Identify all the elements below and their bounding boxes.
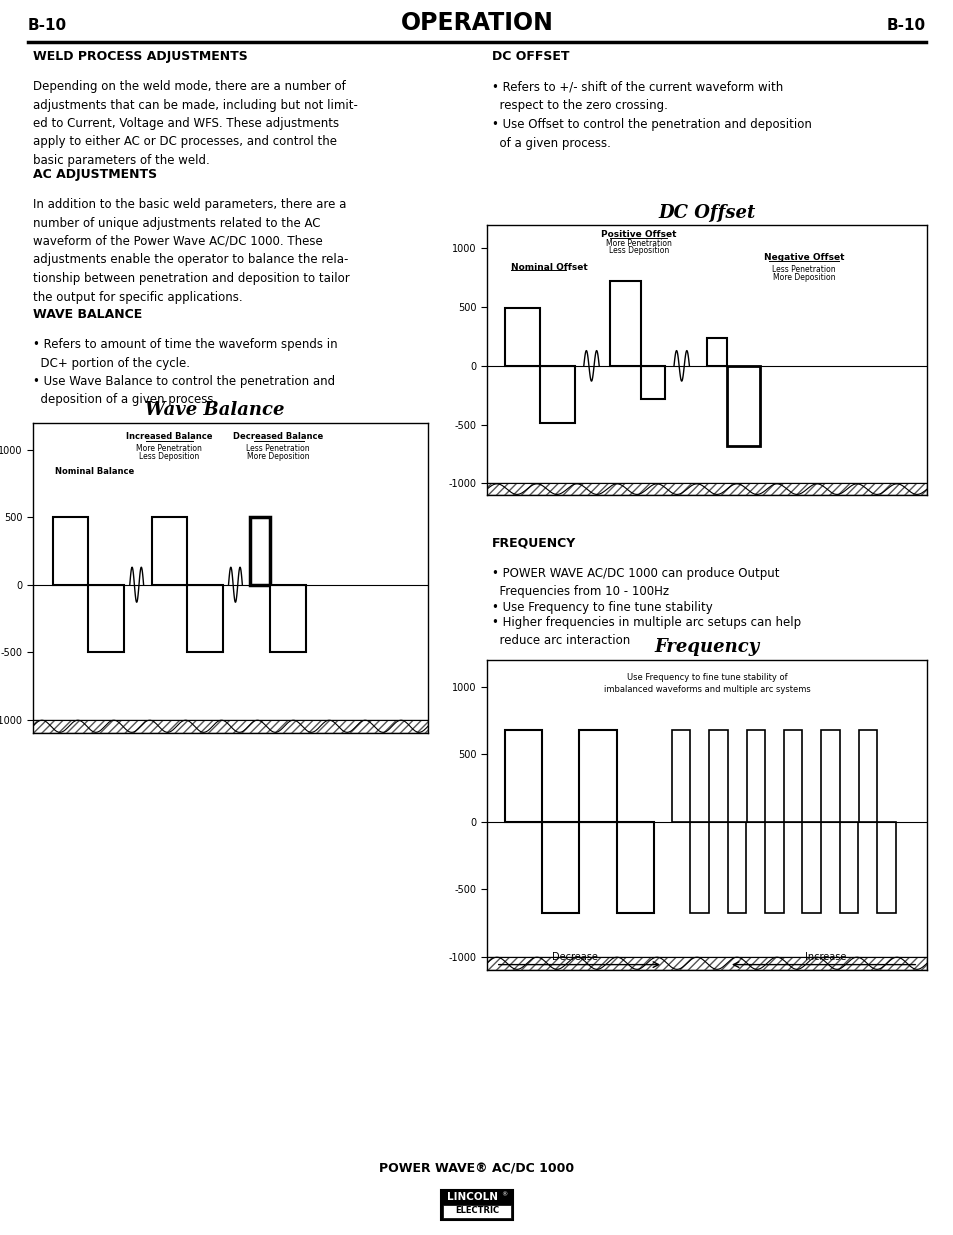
- Text: More Penetration: More Penetration: [605, 240, 671, 248]
- Bar: [640, 366, 664, 399]
- Bar: [89, 584, 124, 652]
- Text: • POWER WAVE AC/DC 1000 can produce Output
  Frequencies from 10 - 100Hz: • POWER WAVE AC/DC 1000 can produce Outp…: [492, 567, 779, 599]
- Text: ELECTRIC: ELECTRIC: [455, 1207, 498, 1215]
- Text: Decrease: Decrease: [552, 952, 598, 962]
- Text: B-10: B-10: [886, 19, 925, 33]
- Bar: [764, 821, 782, 914]
- Text: Negative Offset: Negative Offset: [762, 253, 843, 262]
- Bar: [783, 730, 801, 821]
- Bar: [539, 366, 575, 424]
- Bar: [746, 730, 764, 821]
- Text: FREQUENCY: FREQUENCY: [492, 537, 576, 550]
- Bar: [858, 730, 877, 821]
- Text: Frequency: Frequency: [654, 638, 759, 656]
- Text: Less Penetration: Less Penetration: [246, 445, 310, 453]
- Text: WAVE BALANCE: WAVE BALANCE: [33, 308, 142, 321]
- Text: More Penetration: More Penetration: [136, 445, 202, 453]
- Bar: [187, 584, 222, 652]
- Bar: [690, 821, 708, 914]
- Text: Less Penetration: Less Penetration: [771, 266, 835, 274]
- Text: More Deposition: More Deposition: [247, 452, 309, 461]
- Text: ®: ®: [500, 1192, 507, 1197]
- Bar: [578, 730, 617, 821]
- FancyBboxPatch shape: [442, 1205, 511, 1218]
- Text: B-10: B-10: [28, 19, 67, 33]
- Text: Depending on the weld mode, there are a number of
adjustments that can be made, : Depending on the weld mode, there are a …: [33, 80, 357, 167]
- Text: Wave Balance: Wave Balance: [145, 401, 284, 419]
- Bar: [671, 730, 690, 821]
- Text: • Use Wave Balance to control the penetration and
  deposition of a given proces: • Use Wave Balance to control the penetr…: [33, 375, 335, 406]
- Bar: [708, 730, 727, 821]
- Text: More Deposition: More Deposition: [772, 273, 834, 282]
- Bar: [270, 584, 305, 652]
- Bar: [52, 517, 89, 584]
- Bar: [877, 821, 895, 914]
- Bar: [726, 366, 759, 446]
- Text: Less Deposition: Less Deposition: [139, 452, 199, 461]
- Bar: [617, 821, 654, 914]
- Text: Increase: Increase: [804, 952, 845, 962]
- Text: Decreased Balance: Decreased Balance: [233, 432, 323, 441]
- Text: OPERATION: OPERATION: [400, 11, 553, 35]
- Text: • Refers to amount of time the waveform spends in
  DC+ portion of the cycle.: • Refers to amount of time the waveform …: [33, 338, 337, 369]
- Text: DC OFFSET: DC OFFSET: [492, 49, 569, 63]
- Text: Less Deposition: Less Deposition: [608, 246, 668, 256]
- Bar: [250, 517, 270, 584]
- Text: AC ADJUSTMENTS: AC ADJUSTMENTS: [33, 168, 157, 182]
- Bar: [504, 309, 539, 366]
- Text: • Higher frequencies in multiple arc setups can help
  reduce arc interaction: • Higher frequencies in multiple arc set…: [492, 616, 801, 647]
- Text: DC Offset: DC Offset: [658, 204, 755, 222]
- Bar: [821, 730, 839, 821]
- FancyBboxPatch shape: [440, 1191, 513, 1220]
- Bar: [541, 821, 578, 914]
- Text: Nominal Offset: Nominal Offset: [511, 263, 587, 272]
- Bar: [504, 730, 541, 821]
- Text: LINCOLN: LINCOLN: [447, 1193, 498, 1203]
- Text: • Use Frequency to fine tune stability: • Use Frequency to fine tune stability: [492, 601, 712, 614]
- Text: In addition to the basic weld parameters, there are a
number of unique adjustmen: In addition to the basic weld parameters…: [33, 198, 350, 304]
- Text: WELD PROCESS ADJUSTMENTS: WELD PROCESS ADJUSTMENTS: [33, 49, 248, 63]
- Text: Use Frequency to fine tune stability of
imbalanced waveforms and multiple arc sy: Use Frequency to fine tune stability of …: [603, 673, 809, 694]
- Text: Increased Balance: Increased Balance: [126, 432, 213, 441]
- Text: Nominal Balance: Nominal Balance: [54, 467, 133, 475]
- Bar: [801, 821, 821, 914]
- Text: • Refers to +/- shift of the current waveform with
  respect to the zero crossin: • Refers to +/- shift of the current wav…: [492, 80, 782, 111]
- Bar: [727, 821, 745, 914]
- Text: • Use Offset to control the penetration and deposition
  of a given process.: • Use Offset to control the penetration …: [492, 119, 811, 149]
- Text: Positive Offset: Positive Offset: [600, 230, 676, 238]
- Bar: [839, 821, 858, 914]
- Bar: [610, 282, 640, 366]
- Bar: [706, 337, 726, 366]
- Text: POWER WAVE® AC/DC 1000: POWER WAVE® AC/DC 1000: [379, 1162, 574, 1174]
- Bar: [152, 517, 187, 584]
